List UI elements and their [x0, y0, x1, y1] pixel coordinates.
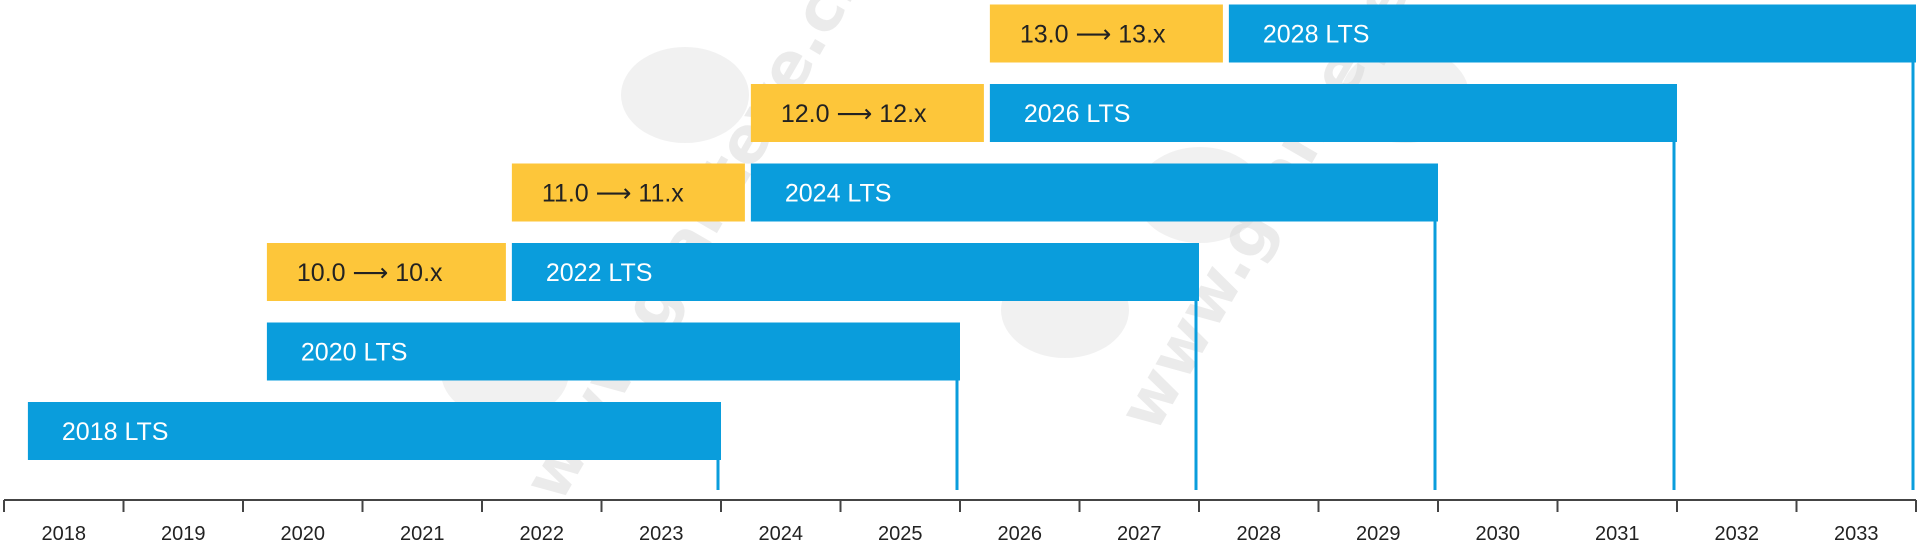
lts-bar-label: 2020 LTS [301, 339, 408, 367]
year-label: 2027 [1117, 523, 1162, 545]
lts-bar [511, 243, 1199, 301]
year-label: 2020 [281, 523, 326, 545]
upgrade-bar [511, 163, 745, 222]
upgrade-bar [989, 4, 1223, 63]
lts-bar [750, 163, 1438, 222]
lts-bar [989, 84, 1677, 142]
year-label: 2019 [161, 523, 206, 545]
lts-bar [266, 322, 960, 381]
year-label: 2021 [400, 523, 445, 545]
upgrade-bar-label: 11.0 ⟶ 11.x [542, 180, 684, 208]
year-label: 2022 [520, 523, 565, 545]
lts-bar [1228, 4, 1916, 63]
year-label: 2033 [1834, 523, 1879, 545]
lts-bar [27, 402, 721, 460]
upgrade-bar-label: 13.0 ⟶ 13.x [1020, 21, 1166, 49]
year-label: 2026 [998, 523, 1043, 545]
end-of-support-guides [716, 62, 1915, 490]
year-label: 2032 [1715, 523, 1760, 545]
lts-bar-label: 2024 LTS [785, 180, 892, 208]
year-label: 2023 [639, 523, 684, 545]
year-label: 2031 [1595, 523, 1640, 545]
year-axis: 2018 2019 2020 2021 2022 2023 2024 2025 2026 2027… [3, 499, 1917, 545]
year-label: 2018 [42, 523, 87, 545]
lts-bar-label: 2028 LTS [1263, 21, 1370, 49]
year-label: 2025 [878, 523, 923, 545]
year-label: 2030 [1476, 523, 1521, 545]
upgrade-bar-label: 10.0 ⟶ 10.x [297, 259, 443, 287]
lts-bar-label: 2018 LTS [62, 418, 169, 446]
year-label: 2029 [1356, 523, 1401, 545]
year-label: 2028 [1237, 523, 1282, 545]
upgrade-bar [750, 84, 984, 142]
upgrade-bar [266, 243, 506, 301]
lts-bar-label: 2022 LTS [546, 259, 653, 287]
upgrade-bar-label: 12.0 ⟶ 12.x [781, 100, 927, 128]
year-label: 2024 [759, 523, 804, 545]
watermark-seal [621, 47, 749, 143]
release-bars: 2018 LTS 2020 LTS 2022 LTS 2024 LTS 2026 LTS… [27, 4, 1916, 460]
lts-bar-label: 2026 LTS [1024, 100, 1131, 128]
